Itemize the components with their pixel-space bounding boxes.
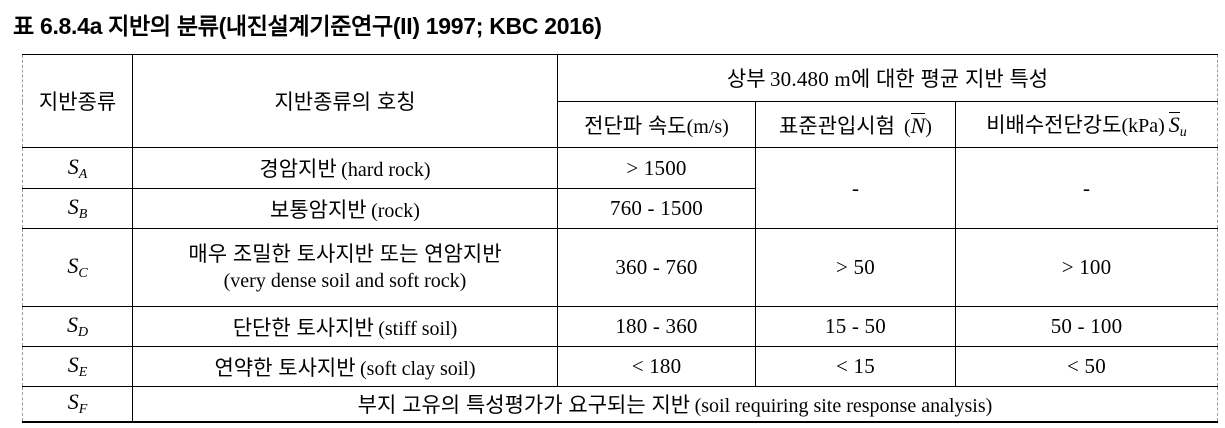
header-spt-label: 표준관입시험 (779, 114, 895, 138)
cell-spt-merged-dash: - (755, 147, 956, 229)
header-shear-wave-unit: (m/s) (686, 115, 729, 138)
cell-spt-se: < 15 (755, 346, 956, 387)
row-label-sd: SD (22, 306, 133, 347)
cell-su-sd: 50 - 100 (955, 306, 1218, 347)
header-row-2: 전단파 속도(m/s) 표준관입시험 (N) 비배수전단강도(kPa) Su (23, 101, 1218, 148)
header-shear-wave: 전단파 속도(m/s) (557, 101, 756, 148)
header-undrained-unit: (kPa) (1121, 114, 1165, 137)
cell-spt-sc: > 50 (755, 228, 956, 307)
header-undrained: 비배수전단강도(kPa) Su (955, 101, 1218, 148)
header-soil-type: 지반종류 (22, 54, 133, 148)
table-row-sb: SB 보통암지반 (rock) 760 - 1500 (22, 188, 1218, 229)
cell-vs-sa: > 1500 (557, 147, 756, 189)
su-bar-symbol: Su (1168, 111, 1187, 140)
cell-name-sd: 단단한 토사지반 (stiff soil) (132, 306, 558, 347)
cell-name-sa: 경암지반 (hard rock) (132, 147, 558, 189)
cell-vs-sd: 180 - 360 (557, 306, 756, 347)
cell-su-sc: > 100 (955, 228, 1218, 307)
cell-name-sc: 매우 조밀한 토사지반 또는 연암지반 (very dense soil and… (132, 228, 558, 307)
cell-vs-sc: 360 - 760 (557, 228, 756, 307)
cell-vs-se: < 180 (557, 346, 756, 387)
header-avg-props-depth: 30.480 m (769, 67, 851, 91)
row-label-sc: SC (22, 228, 133, 307)
cell-su-merged-dash: - (955, 147, 1218, 229)
cell-name-sf: 부지 고유의 특성평가가 요구되는 지반 (soil requiring sit… (132, 386, 1218, 422)
header-avg-props: 상부 30.480 m에 대한 평균 지반 특성 (557, 54, 1218, 102)
table-row-sa: SA 경암지반 (hard rock) > 1500 - - (22, 147, 1218, 229)
row-label-sa: SA (22, 147, 133, 189)
cell-spt-sd: 15 - 50 (755, 306, 956, 347)
header-undrained-label: 비배수전단강도 (986, 113, 1122, 137)
header-avg-props-suffix: 에 대한 평균 지반 특성 (850, 68, 1049, 91)
cell-name-sb: 보통암지반 (rock) (132, 188, 558, 229)
header-spt: 표준관입시험 (N) (755, 101, 956, 148)
table-container: 지반종류 지반종류의 호칭 상부 30.480 m에 대한 평균 지반 특성 전… (22, 54, 1218, 423)
row-label-sb: SB (22, 188, 133, 229)
cell-name-se: 연약한 토사지반 (soft clay soil) (132, 346, 558, 387)
row-label-sf: SF (22, 386, 133, 422)
table-row-sf: SF 부지 고유의 특성평가가 요구되는 지반 (soil requiring … (22, 386, 1218, 422)
header-row-1: 지반종류 지반종류의 호칭 상부 30.480 m에 대한 평균 지반 특성 (22, 54, 1218, 148)
table-row-se: SE 연약한 토사지반 (soft clay soil) < 180 < 15 … (22, 346, 1218, 387)
table-row-sd: SD 단단한 토사지반 (stiff soil) 180 - 360 15 - … (22, 306, 1218, 347)
cell-su-se: < 50 (955, 346, 1218, 387)
header-shear-wave-label: 전단파 속도 (584, 114, 687, 138)
header-spt-paren-open: ( (903, 115, 911, 138)
header-soil-name: 지반종류의 호칭 (132, 54, 558, 148)
row-label-se: SE (22, 346, 133, 387)
table-row-sc: SC 매우 조밀한 토사지반 또는 연암지반 (very dense soil … (22, 228, 1218, 307)
cell-vs-sb: 760 - 1500 (557, 188, 756, 229)
soil-classification-table: 지반종류 지반종류의 호칭 상부 30.480 m에 대한 평균 지반 특성 전… (22, 54, 1218, 423)
n-bar-symbol: N (910, 112, 926, 138)
header-avg-props-prefix: 상부 (726, 68, 766, 91)
header-spt-paren-close: ) (925, 115, 932, 138)
table-caption: 표 6.8.4a 지반의 분류(내진설계기준연구(II) 1997; KBC 2… (13, 13, 602, 39)
